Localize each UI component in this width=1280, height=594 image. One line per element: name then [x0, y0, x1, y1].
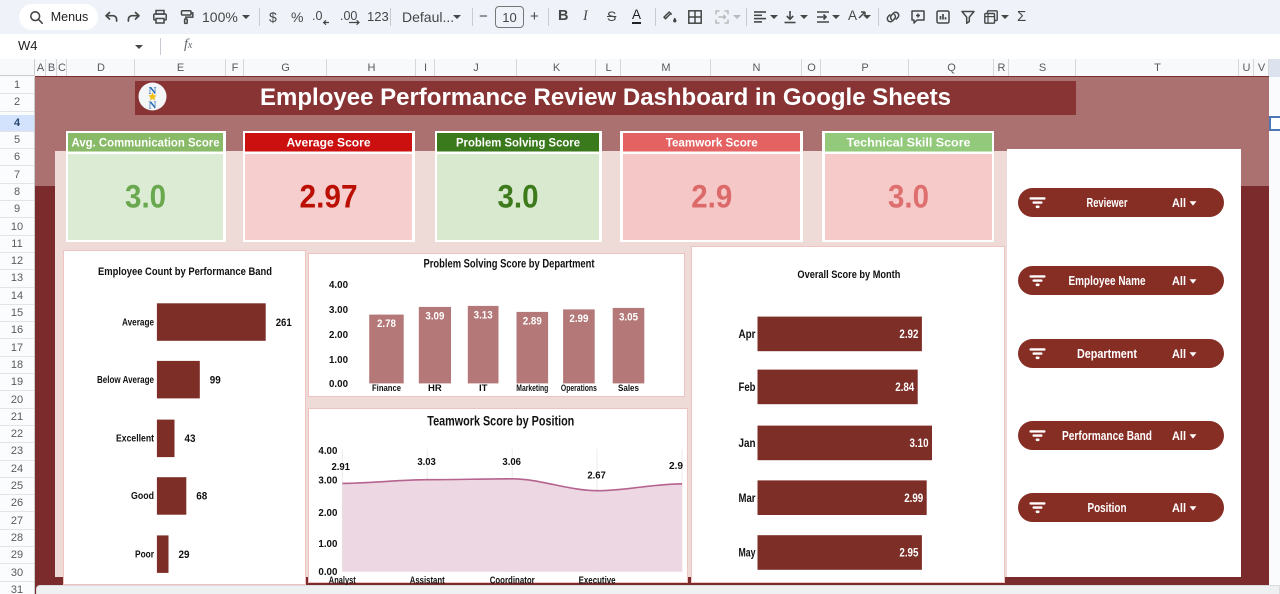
svg-text:Below Average: Below Average [97, 375, 154, 386]
svg-text:Mar: Mar [738, 491, 755, 505]
svg-text:Problem Solving Score: Problem Solving Score [456, 138, 580, 150]
svg-text:Sales: Sales [618, 383, 639, 394]
svg-text:3.05: 3.05 [619, 312, 638, 324]
svg-text:Employee Count by Performance: Employee Count by Performance Band [98, 266, 272, 278]
svg-text:261: 261 [276, 316, 292, 328]
svg-text:Position: Position [1088, 501, 1127, 515]
svg-text:2.9: 2.9 [691, 178, 732, 214]
svg-text:3.06: 3.06 [502, 457, 521, 468]
svg-text:.0: .0 [312, 9, 322, 23]
svg-text:2.67: 2.67 [587, 471, 606, 482]
svg-text:N: N [149, 100, 157, 112]
svg-text:Jan: Jan [738, 436, 755, 450]
svg-text:1.00: 1.00 [329, 355, 348, 366]
svg-text:29: 29 [179, 549, 190, 561]
svg-text:2.9: 2.9 [669, 461, 683, 472]
svg-text:Marketing: Marketing [516, 383, 548, 394]
svg-text:68: 68 [196, 490, 207, 502]
svg-text:Assistant: Assistant [409, 575, 445, 586]
svg-text:N: N [149, 85, 157, 97]
svg-text:4.00: 4.00 [318, 446, 337, 457]
svg-text:All: All [1172, 274, 1186, 288]
svg-text:3.10: 3.10 [909, 436, 928, 450]
svg-text:Good: Good [131, 491, 154, 502]
svg-text:1.00: 1.00 [318, 539, 337, 550]
svg-text:HR: HR [428, 383, 442, 394]
svg-text:99: 99 [210, 374, 221, 386]
svg-text:2.00: 2.00 [318, 508, 337, 519]
svg-text:3.0: 3.0 [125, 178, 166, 214]
svg-text:2.95: 2.95 [899, 546, 918, 560]
svg-text:43: 43 [185, 433, 196, 445]
svg-text:IT: IT [479, 383, 488, 394]
svg-text:May: May [738, 546, 755, 560]
svg-text:0.00: 0.00 [329, 379, 348, 390]
svg-text:4.00: 4.00 [329, 281, 348, 292]
svg-text:Feb: Feb [738, 380, 755, 394]
svg-text:2.91: 2.91 [331, 462, 350, 473]
svg-text:Employee Name: Employee Name [1069, 274, 1146, 288]
svg-text:2.99: 2.99 [569, 313, 588, 325]
svg-text:Problem Solving Score by Depar: Problem Solving Score by Department [424, 259, 595, 271]
svg-text:All: All [1172, 501, 1186, 515]
svg-text:Excellent: Excellent [116, 433, 155, 444]
svg-text:0.00: 0.00 [318, 567, 337, 578]
svg-text:Technical Skill Score: Technical Skill Score [846, 138, 970, 150]
svg-text:Department: Department [1077, 347, 1138, 361]
svg-text:Operations: Operations [561, 383, 597, 394]
svg-text:3.00: 3.00 [329, 305, 348, 316]
svg-text:2.92: 2.92 [899, 327, 918, 341]
svg-text:3.0: 3.0 [888, 178, 929, 214]
svg-text:Finance: Finance [372, 383, 401, 394]
svg-text:2.99: 2.99 [904, 491, 923, 505]
svg-text:3.03: 3.03 [417, 457, 436, 468]
svg-text:Poor: Poor [135, 549, 154, 560]
svg-text:Average Score: Average Score [287, 138, 371, 150]
svg-text:Reviewer: Reviewer [1087, 196, 1128, 210]
svg-text:Coordinator: Coordinator [489, 575, 534, 586]
svg-text:Average: Average [122, 317, 154, 328]
svg-text:.00: .00 [340, 9, 357, 23]
svg-text:3.00: 3.00 [318, 476, 337, 487]
svg-text:Apr: Apr [738, 327, 755, 341]
svg-text:3.0: 3.0 [498, 178, 539, 214]
svg-text:3.13: 3.13 [474, 310, 493, 322]
svg-text:Teamwork Score by Position: Teamwork Score by Position [427, 414, 574, 429]
svg-text:All: All [1172, 347, 1186, 361]
svg-text:3.09: 3.09 [425, 311, 444, 323]
svg-text:Analyst: Analyst [328, 575, 355, 586]
svg-text:Executive: Executive [578, 575, 615, 586]
svg-text:2.78: 2.78 [377, 318, 396, 330]
svg-text:Performance Band: Performance Band [1062, 429, 1152, 443]
svg-text:2.00: 2.00 [329, 330, 348, 341]
svg-text:All: All [1172, 429, 1186, 443]
svg-text:2.89: 2.89 [523, 316, 542, 328]
svg-text:2.84: 2.84 [895, 380, 914, 394]
svg-text:All: All [1172, 196, 1186, 210]
svg-text:Overall Score by Month: Overall Score by Month [797, 269, 900, 281]
svg-text:2.97: 2.97 [300, 178, 358, 214]
svg-text:Avg. Communication Score: Avg. Communication Score [72, 138, 220, 150]
svg-text:Teamwork Score: Teamwork Score [666, 138, 758, 150]
